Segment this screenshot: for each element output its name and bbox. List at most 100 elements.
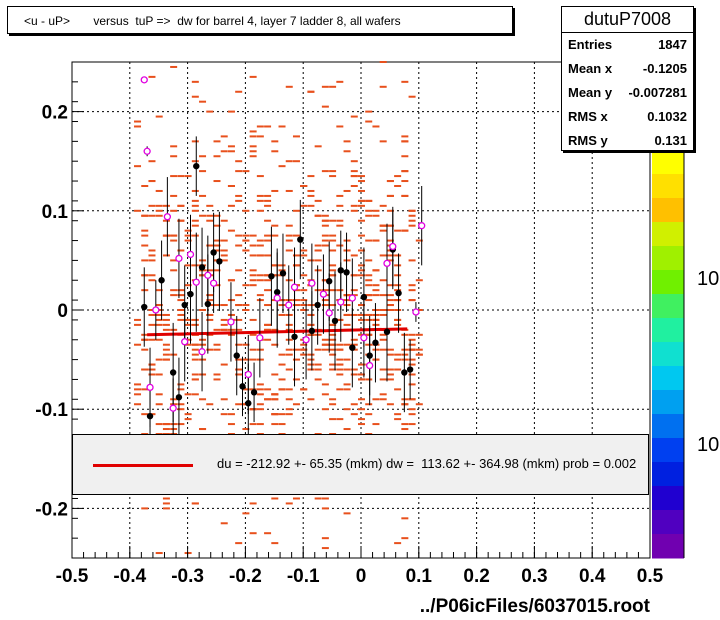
hist-cell <box>134 120 142 123</box>
profile-point-magenta <box>325 309 333 317</box>
hist-cell <box>343 428 351 431</box>
z-axis-label: 10 <box>697 434 720 456</box>
hist-cell <box>191 80 199 83</box>
hist-cell <box>177 175 185 178</box>
hist-cell <box>242 249 250 252</box>
hist-cell <box>314 348 322 351</box>
hist-cell <box>314 378 322 381</box>
hist-cell <box>177 388 185 391</box>
hist-cell <box>134 165 142 168</box>
profile-point-magenta <box>198 348 206 356</box>
hist-cell <box>206 348 214 351</box>
hist-cell <box>300 309 308 311</box>
hist-cell <box>242 343 250 346</box>
hist-cell <box>191 160 199 163</box>
stats-label: RMS y <box>568 133 608 148</box>
hist-cell <box>162 254 170 257</box>
hist-cell <box>148 259 156 262</box>
hist-cell <box>148 279 156 282</box>
hist-cell <box>227 150 235 153</box>
hist-cell <box>350 185 358 187</box>
hist-cell <box>271 373 279 376</box>
hist-cell <box>199 194 207 197</box>
hist-cell <box>155 115 163 118</box>
profile-point-black <box>360 293 368 301</box>
hist-cell <box>365 214 373 217</box>
profile-point-magenta <box>308 279 316 287</box>
hist-cell <box>213 155 221 158</box>
hist-cell <box>134 318 142 321</box>
hist-cell <box>365 403 373 406</box>
hist-cell <box>401 517 409 520</box>
hist-cell <box>162 343 170 346</box>
hist-cell <box>394 318 402 321</box>
hist-cell <box>155 304 163 307</box>
hist-cell <box>358 175 365 178</box>
hist-cell <box>206 318 214 321</box>
hist-cell <box>292 358 300 361</box>
y-tick-label: -0.2 <box>35 499 68 520</box>
hist-cell <box>264 254 272 257</box>
hist-cell <box>170 289 178 292</box>
hist-cell <box>300 343 308 346</box>
stats-row: Entries 1847 <box>562 33 693 57</box>
hist-cell <box>155 204 163 207</box>
hist-cell <box>285 85 293 88</box>
hist-cell <box>365 209 373 212</box>
profile-point-magenta <box>383 259 391 268</box>
hist-cell <box>148 309 156 311</box>
palette-cell <box>652 342 684 367</box>
hist-cell <box>177 408 185 411</box>
hist-cell <box>249 318 257 321</box>
hist-cell <box>365 378 373 381</box>
hist-cell <box>184 418 192 421</box>
hist-cell <box>256 294 264 297</box>
hist-cell <box>256 199 264 202</box>
hist-cell <box>321 497 329 500</box>
profile-point-black <box>383 328 391 336</box>
hist-cell <box>292 403 300 406</box>
hist-cell <box>329 239 337 242</box>
profile-point-black <box>210 249 217 256</box>
hist-cell <box>415 403 423 406</box>
hist-cell <box>155 209 163 212</box>
hist-cell <box>271 497 279 500</box>
hist-cell <box>242 304 250 307</box>
hist-cell <box>401 140 409 143</box>
stats-label: Entries <box>568 37 613 52</box>
hist-cell <box>162 353 170 356</box>
hist-cell <box>162 502 170 505</box>
hist-cell <box>386 294 394 297</box>
hist-cell <box>227 413 235 416</box>
hist-cell <box>235 160 243 163</box>
hist-cell <box>264 219 272 222</box>
hist-cell <box>292 378 300 381</box>
hist-cell <box>206 204 214 207</box>
hist-cell <box>379 294 387 297</box>
hist-cell <box>350 413 358 416</box>
hist-cell <box>256 393 264 396</box>
hist-cell <box>220 304 228 307</box>
hist-cell <box>336 358 344 361</box>
profile-point-black <box>279 270 287 277</box>
hist-cell <box>372 284 380 287</box>
hist-cell <box>148 368 156 371</box>
hist-cell <box>401 229 409 232</box>
hist-cell <box>278 378 286 381</box>
hist-cell <box>401 194 409 197</box>
hist-cell <box>220 398 228 401</box>
hist-cell <box>191 224 199 227</box>
hist-cell <box>321 244 329 247</box>
hist-cell <box>141 244 149 247</box>
hist-cell <box>394 388 402 391</box>
hist-cell <box>170 194 178 197</box>
hist-cell <box>321 170 329 173</box>
hist-cell <box>206 110 214 113</box>
hist-cell <box>242 209 250 212</box>
hist-cell <box>350 373 358 376</box>
hist-cell <box>256 135 264 138</box>
hist-cell <box>191 140 199 143</box>
hist-cell <box>191 95 199 98</box>
hist-cell <box>300 299 308 302</box>
profile-point-black <box>141 303 148 311</box>
